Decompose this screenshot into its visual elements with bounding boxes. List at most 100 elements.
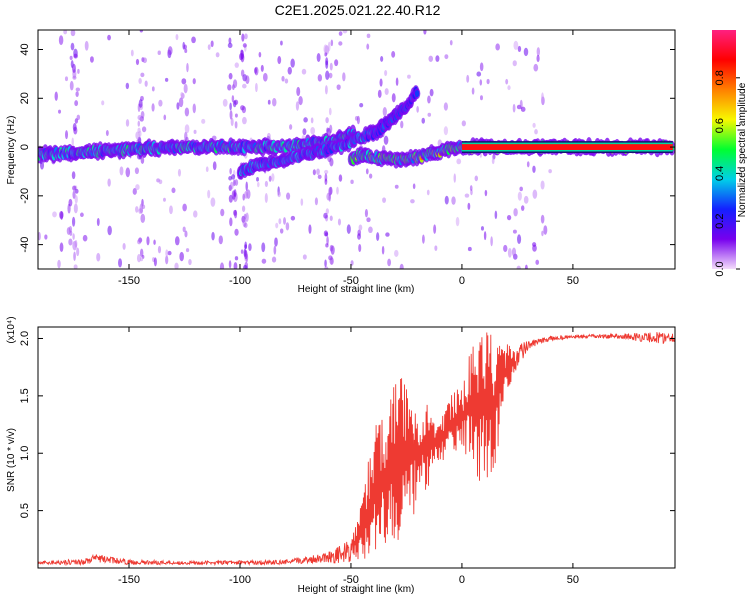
spectrogram-y-tick-label: 40 <box>19 43 31 55</box>
spectrogram-noise-blob <box>536 47 541 57</box>
colorbar: 0.0 0.2 0.4 0.6 0.8 Normalized spectral ampl… <box>712 30 748 277</box>
spectrogram-noise-blob <box>284 78 289 84</box>
spectrogram-noise-blob <box>137 120 141 127</box>
spectrogram-noise-blob <box>107 178 111 187</box>
spectrogram-noise-blob <box>277 56 282 65</box>
spectrogram-noise-blob <box>283 217 286 225</box>
spectrogram-noise-blob <box>366 217 371 223</box>
spectrogram-noise-blob <box>338 41 343 46</box>
spectrogram-noise-blob <box>387 258 392 267</box>
spectrogram-x-label: Height of straight line (km) <box>298 284 415 295</box>
spectrogram-noise-blob <box>329 215 333 221</box>
spectrogram-noise-blob <box>107 34 111 41</box>
spectrogram-noise-blob <box>244 190 248 199</box>
spectrogram-noise-blob <box>412 183 416 190</box>
spectrogram-noise-blob <box>536 54 540 63</box>
spectrogram-noise-blob <box>383 135 389 145</box>
spectrogram-noise-blob <box>101 100 105 106</box>
spectrogram-noise-blob <box>314 197 318 206</box>
spectrogram-noise-blob <box>177 168 182 177</box>
spectrogram-noise-blob <box>366 33 371 39</box>
spectrogram-noise-blob <box>125 82 130 90</box>
spectrogram-noise-blob <box>379 78 383 87</box>
spectrogram-noise-blob <box>243 213 247 219</box>
spectrogram-noise-blob <box>201 118 206 124</box>
spectrogram-noise-blob <box>480 95 483 101</box>
spectrogram-noise-blob <box>264 180 269 187</box>
spectrogram-noise-blob <box>165 255 169 265</box>
spectrogram-noise-blob <box>278 218 282 225</box>
spectrogram-noise-blob <box>512 103 516 113</box>
spectrogram-noise-blob <box>261 242 266 253</box>
spectrogram-noise-blob <box>268 175 272 182</box>
spectrogram-noise-blob <box>376 232 380 241</box>
spectrogram-noise-blob <box>519 186 523 192</box>
spectrogram-noise-blob <box>74 118 79 124</box>
spectrogram-noise-blob <box>186 62 189 73</box>
spectrogram-noise-blob <box>323 230 328 237</box>
spectrogram-noise-blob <box>467 246 472 252</box>
spectrogram-x-tick-label: -50 <box>343 275 359 287</box>
spectrogram-noise-blob <box>228 72 233 80</box>
spectrogram-noise-blob <box>338 174 343 182</box>
spectrogram-noise-blob <box>260 64 264 72</box>
spectrogram-noise-blob <box>506 214 512 221</box>
spectrogram-noise-blob <box>241 106 247 114</box>
spectrogram-noise-blob <box>184 124 190 134</box>
spectrogram-noise-blob <box>325 60 329 69</box>
spectrogram-noise-blob <box>394 184 399 189</box>
spectrogram-frame <box>37 29 676 270</box>
spectrogram-noise-blob <box>342 72 346 82</box>
spectrogram-noise-blob <box>494 210 498 220</box>
spectrogram-noise-blob <box>234 256 239 261</box>
spectrogram-noise-blob <box>70 42 75 51</box>
snr-y-tick-label: 0.5 <box>19 503 31 518</box>
spectrogram-noise-blob <box>336 186 339 195</box>
spectrogram-noise-blob <box>96 252 101 262</box>
snr-x-tick-label: -100 <box>229 574 251 586</box>
spectrogram-noise-blob <box>526 161 530 168</box>
spectrogram-noise-blob <box>139 257 144 262</box>
spectrogram-noise-blob <box>548 169 552 174</box>
spectrogram-noise-blob <box>65 130 69 140</box>
spectrogram-noise-blob <box>516 265 522 269</box>
spectrogram-noise-blob <box>271 256 277 263</box>
spectrogram-noise-blob <box>228 194 233 203</box>
spectrogram-noise-blob <box>125 167 131 178</box>
spectrogram-noise-blob <box>359 103 364 108</box>
spectrogram-noise-blob <box>326 236 329 246</box>
spectrogram-noise-blob <box>75 91 79 98</box>
spectrogram-noise-blob <box>513 40 519 50</box>
spectrogram-track-cell <box>414 90 420 98</box>
spectrogram-noise-blob <box>543 225 548 235</box>
spectrogram-noise-blob <box>368 173 373 179</box>
spectrogram-noise-blob <box>135 184 140 191</box>
spectrogram-noise-blob <box>228 260 232 269</box>
spectrogram-noise-blob <box>207 189 211 199</box>
spectrogram-noise-blob <box>325 117 329 124</box>
snr-x-tick-label: -50 <box>343 574 359 586</box>
spectrogram-noise-blob <box>298 95 303 106</box>
spectrogram-noise-blob <box>58 35 64 46</box>
spectrogram-noise-blob <box>69 80 74 91</box>
spectrogram-noise-blob <box>391 93 396 103</box>
spectrogram-x-ticks: -150 -100 -50 0 50 <box>118 30 579 287</box>
colorbar-scale <box>712 30 736 269</box>
spectrogram-noise-blob <box>191 36 196 44</box>
spectrogram-noise-blob <box>234 113 238 118</box>
spectrogram-noise-blob <box>395 77 399 86</box>
spectrogram-noise-blob <box>461 120 466 127</box>
spectrogram-noise-blob <box>433 224 437 234</box>
spectrogram-noise-blob <box>72 233 75 240</box>
spectrogram-noise-blob <box>240 249 244 254</box>
spectrogram-noise-blob <box>118 258 123 268</box>
spectrogram-noise-blob <box>54 91 58 101</box>
spectrogram-noise-blob <box>422 234 425 244</box>
spectrogram-noise-blob <box>245 181 248 192</box>
spectrogram-noise-blob <box>151 86 155 92</box>
spectrogram-noise-blob <box>310 117 314 124</box>
spectrogram-noise-blob <box>233 262 238 269</box>
spectrogram-noise-blob <box>158 99 163 107</box>
spectrogram-noise-blob <box>207 44 211 51</box>
spectrogram-noise-blob <box>130 49 134 57</box>
